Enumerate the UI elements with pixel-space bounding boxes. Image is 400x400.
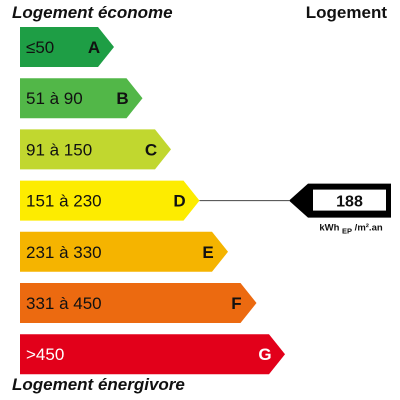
housing-label: Logement [305, 3, 387, 22]
band-e-letter: E [202, 243, 213, 262]
band-g: >450 G [20, 334, 285, 375]
band-f-letter: F [231, 294, 241, 313]
band-f-bar [20, 283, 257, 323]
band-c-range: 91 à 150 [26, 140, 92, 159]
band-a-letter: A [88, 38, 100, 57]
band-d-bar [20, 180, 200, 221]
band-b: 51 à 90 B [20, 78, 143, 119]
band-b-bar [20, 78, 143, 119]
band-a-bar [20, 27, 114, 67]
band-e-bar [20, 231, 228, 272]
band-b-letter: B [116, 89, 128, 108]
band-c: 91 à 150 C [20, 129, 171, 170]
indicator-unit-main: kWh [319, 223, 342, 234]
band-d-letter: D [173, 192, 185, 211]
indicator-unit-sub: EP [342, 227, 352, 236]
band-a: ≤50 A [20, 27, 114, 67]
rating-indicator: 188 kWh EP /m².an [199, 183, 391, 236]
band-e: 231 à 330 E [20, 231, 228, 272]
band-d: 151 à 230 D [20, 180, 200, 221]
band-b-range: 51 à 90 [26, 89, 83, 108]
indicator-value: 188 [336, 194, 363, 211]
band-g-bar [20, 334, 285, 375]
band-d-range: 151 à 230 [26, 192, 102, 211]
indicator-value-box [313, 189, 386, 211]
band-f-range: 331 à 450 [26, 294, 102, 313]
energy-bands: ≤50 A 51 à 90 B 91 à 150 C 151 à 230 D 231 à 330… [20, 27, 285, 375]
energy-intensive-housing-label: Logement énergivore [12, 375, 185, 394]
band-e-range: 231 à 330 [26, 243, 102, 262]
band-g-range: >450 [26, 345, 64, 364]
band-f: 331 à 450 F [20, 283, 257, 323]
economical-housing-label: Logement économe [12, 3, 173, 22]
band-g-letter: G [258, 345, 271, 364]
band-c-bar [20, 129, 171, 170]
band-a-range: ≤50 [26, 38, 54, 57]
band-c-letter: C [145, 140, 157, 159]
indicator-unit: kWh EP /m².an [319, 223, 383, 236]
indicator-unit-tail: /m².an [352, 223, 383, 234]
